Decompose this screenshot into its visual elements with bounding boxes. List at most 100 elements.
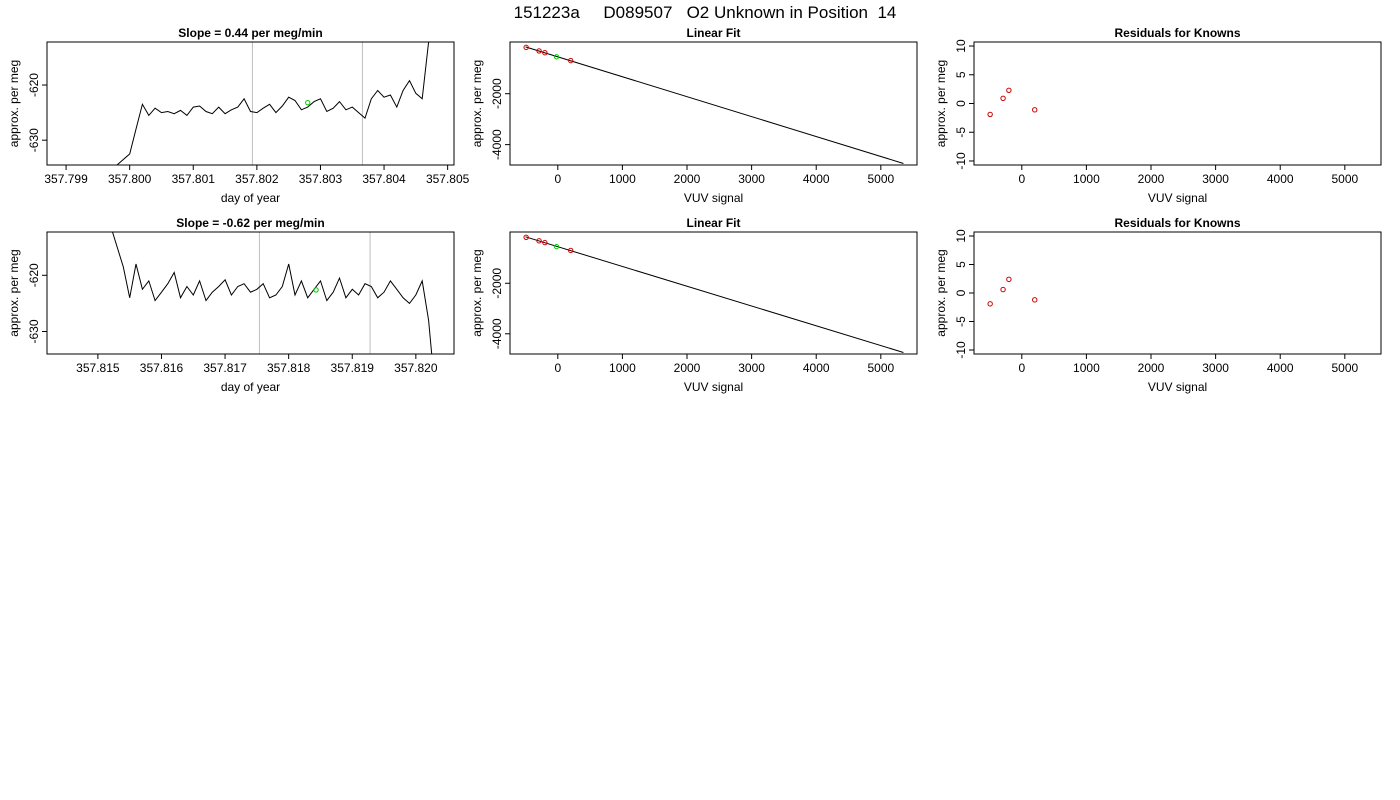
panel-2-x-tick-label-1: 0 — [554, 172, 561, 186]
panel-4-y-axis-label: approx. per meg — [7, 249, 21, 336]
panel-6-x-tick-label-6: 5000 — [1331, 361, 1358, 375]
panel-5-x-axis-label: VUV signal — [684, 380, 743, 394]
panel-3-x-tick-label-2: 1000 — [1073, 172, 1100, 186]
panel-5-y-axis-label: approx. per meg — [470, 249, 484, 336]
panel-2-y-tick-label-2: -4000 — [490, 129, 504, 160]
panel-3-x-tick-label-1: 0 — [1018, 172, 1025, 186]
panel-6-x-tick-label-4: 3000 — [1202, 361, 1229, 375]
panel-1-x-tick-label-6: 357.804 — [362, 172, 406, 186]
panel-1-x-tick-label-7: 357.805 — [426, 172, 470, 186]
panel-6-y-tick-label-5: -10 — [954, 341, 968, 359]
panel-2-fit-line — [525, 46, 904, 164]
panel-1-title: Slope = 0.44 per meg/min — [178, 26, 322, 40]
panel-4-plot-area — [112, 232, 433, 354]
panel-6-x-axis: 0 1000 2000 3000 4000 5000 VUV signal — [1018, 353, 1358, 394]
panel-1-x-tick-label-5: 357.803 — [299, 172, 343, 186]
panel-1-y-tick-label-2: -630 — [27, 128, 41, 152]
panel-6-x-tick-label-3: 2000 — [1138, 361, 1165, 375]
panel-3-known-point-1 — [987, 111, 993, 118]
panel-3-frame — [973, 41, 1382, 166]
panel-2-x-axis: 0 1000 2000 3000 4000 5000 VUV signal — [554, 164, 894, 205]
panel-1-unknown-point — [305, 99, 311, 106]
panel-2-x-tick-label-6: 5000 — [867, 172, 894, 186]
panel-4-x-tick-label-5: 357.819 — [331, 361, 375, 375]
panel-4-y-tick-label-1: -620 — [27, 263, 41, 287]
panel-5-unknown-point-1 — [553, 243, 560, 250]
panel-1-y-axis: -620 -630 approx. per meg — [7, 60, 48, 152]
panel-6-y-tick-label-2: 5 — [954, 261, 968, 268]
panel-4-series-line-1 — [112, 232, 433, 354]
panel-5-x-tick-label-5: 4000 — [803, 361, 830, 375]
panel-3-x-tick-label-6: 5000 — [1331, 172, 1358, 186]
panel-3-known-point-2 — [1000, 95, 1006, 102]
panel-6-y-tick-label-4: -5 — [954, 316, 968, 327]
panel-2-x-tick-label-4: 3000 — [738, 172, 765, 186]
panel-5-x-tick-label-6: 5000 — [867, 361, 894, 375]
panel-2-x-axis-label: VUV signal — [684, 191, 743, 205]
panel-3-plot-area — [987, 87, 1038, 118]
panel-4-x-tick-label-6: 357.820 — [394, 361, 438, 375]
panel-2-known-point-1 — [523, 44, 529, 51]
panel-2-y-tick-label-1: -2000 — [490, 78, 504, 109]
panel-2-known-point-4 — [568, 57, 574, 64]
panel-3-y-axis: 10 5 0 -5 -10 approx. per meg — [934, 39, 975, 170]
panel-2: Linear Fit 0 1000 2000 3000 4000 5000 VUV signa… — [470, 26, 918, 205]
panel-3-x-axis-label: VUV signal — [1148, 191, 1207, 205]
panel-6-y-tick-label-3: 0 — [954, 289, 968, 296]
panel-1-plot-area — [116, 42, 430, 165]
panel-6-y-axis-label: approx. per meg — [934, 249, 948, 336]
panel-3-x-axis: 0 1000 2000 3000 4000 5000 VUV signal — [1018, 164, 1358, 205]
panel-3-known-point-4 — [1032, 107, 1038, 113]
panel-5-y-axis: -2000 -4000 approx. per meg — [470, 249, 511, 349]
panel-6-x-axis-label: VUV signal — [1148, 380, 1207, 394]
panel-3-y-tick-label-3: 0 — [954, 100, 968, 107]
panel-2-x-tick-label-3: 2000 — [674, 172, 701, 186]
panel-5-y-tick-label-2: -4000 — [490, 318, 504, 349]
panel-4-x-tick-label-3: 357.817 — [203, 361, 247, 375]
panel-4-y-axis: -620 -630 approx. per meg — [7, 249, 48, 344]
panel-5-x-tick-label-1: 0 — [554, 361, 561, 375]
panel-6-known-point-2 — [1000, 286, 1006, 293]
panel-3-y-tick-label-1: 10 — [954, 39, 968, 53]
panel-5-x-tick-label-3: 2000 — [674, 361, 701, 375]
panel-3-y-tick-label-2: 5 — [954, 71, 968, 78]
panel-6-title: Residuals for Knowns — [1114, 216, 1240, 230]
panel-2-x-tick-label-5: 4000 — [803, 172, 830, 186]
panel-4-title: Slope = -0.62 per meg/min — [176, 216, 324, 230]
panel-4-x-tick-label-2: 357.816 — [140, 361, 184, 375]
panel-5-known-point-4 — [568, 247, 574, 254]
panel-2-x-tick-label-2: 1000 — [609, 172, 636, 186]
panel-1-x-tick-label-3: 357.801 — [172, 172, 216, 186]
panel-3-y-tick-label-5: -10 — [954, 152, 968, 170]
panel-4-frame — [46, 231, 455, 355]
panel-6-plot-area — [987, 276, 1038, 307]
panel-6-x-tick-label-1: 0 — [1018, 361, 1025, 375]
panel-1-x-axis: 357.799 357.800 357.801 357.802 357.803 357.8… — [44, 164, 470, 205]
panel-5-plot-area — [523, 234, 904, 353]
panel-5-fit-line — [525, 236, 904, 353]
panel-1-x-axis-label: day of year — [221, 191, 280, 205]
panel-6-known-point-1 — [987, 301, 993, 307]
panel-4-x-tick-label-4: 357.818 — [267, 361, 311, 375]
panel-5-y-tick-label-1: -2000 — [490, 268, 504, 299]
panel-3-title: Residuals for Knowns — [1114, 26, 1240, 40]
panel-5-title: Linear Fit — [686, 216, 740, 230]
panel-3-y-axis-label: approx. per meg — [934, 60, 948, 147]
panel-1-frame — [46, 41, 455, 166]
panel-6-frame — [973, 231, 1382, 355]
panel-4-y-tick-label-2: -630 — [27, 319, 41, 343]
panel-6-x-tick-label-5: 4000 — [1267, 361, 1294, 375]
panel-2-title: Linear Fit — [686, 26, 740, 40]
panel-2-y-axis-label: approx. per meg — [470, 60, 484, 147]
panel-6-known-point-4 — [1032, 297, 1038, 303]
panel-6-known-point-3 — [1006, 276, 1012, 283]
panel-5-x-tick-label-4: 3000 — [738, 361, 765, 375]
panel-1-x-tick-label-1: 357.799 — [44, 172, 88, 186]
panel-1-y-tick-label-1: -620 — [27, 73, 41, 97]
panel-3-known-point-3 — [1006, 87, 1012, 93]
panel-1: Slope = 0.44 per meg/min 357.799 357.800 35… — [7, 26, 470, 205]
